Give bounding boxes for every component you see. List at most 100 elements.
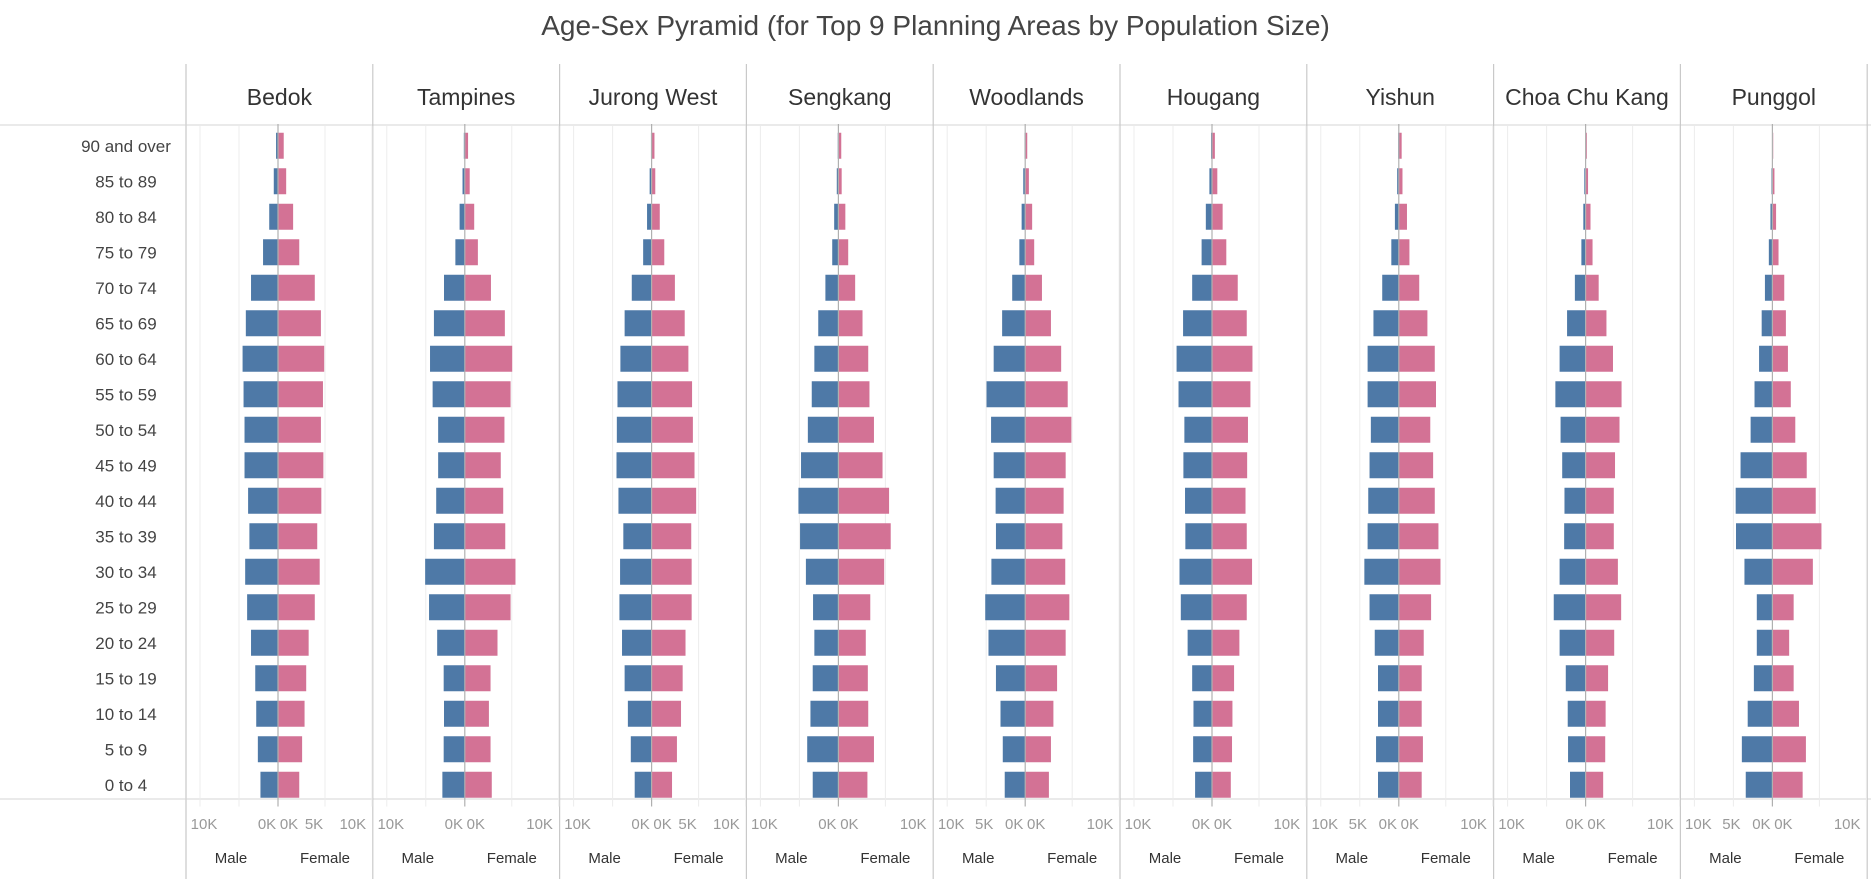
tick-label: 10K	[564, 816, 591, 833]
age-group-label: 80 to 84	[95, 208, 156, 227]
female-bar	[1772, 239, 1779, 266]
male-bar	[1756, 629, 1773, 656]
chart-title: Age-Sex Pyramid (for Top 9 Planning Area…	[541, 10, 1330, 41]
male-bar	[1012, 274, 1026, 301]
female-bar	[1772, 558, 1813, 585]
male-bar	[245, 558, 278, 585]
female-axis-title: Female	[674, 850, 724, 867]
female-bar	[1398, 168, 1403, 195]
male-bar	[1180, 594, 1212, 621]
female-axis-title: Female	[300, 850, 350, 867]
female-bar	[1585, 203, 1591, 230]
male-bar	[807, 736, 839, 763]
female-bar	[278, 629, 309, 656]
female-bar	[838, 416, 874, 443]
male-bar	[995, 487, 1026, 514]
female-bar	[838, 594, 871, 621]
male-bar	[991, 416, 1026, 443]
female-bar	[838, 168, 842, 195]
male-bar	[244, 452, 278, 479]
male-bar	[993, 452, 1026, 479]
male-bar	[1367, 345, 1399, 372]
male-bar	[462, 168, 465, 195]
male-bar	[620, 345, 652, 372]
female-bar	[838, 558, 885, 585]
male-bar	[455, 239, 465, 266]
female-bar	[1398, 345, 1435, 372]
female-bar	[278, 700, 305, 727]
tick-label: 10K	[1273, 816, 1300, 833]
male-bar	[443, 736, 465, 763]
male-bar	[1768, 239, 1773, 266]
female-bar	[1772, 345, 1788, 372]
female-bar	[1398, 594, 1432, 621]
female-bar	[1398, 239, 1410, 266]
female-bar	[464, 452, 501, 479]
female-bar	[1585, 132, 1587, 159]
age-group-label: 25 to 29	[95, 598, 156, 617]
female-bar	[278, 487, 322, 514]
male-bar	[245, 310, 278, 337]
male-bar	[995, 523, 1026, 550]
tick-label: 0K	[1752, 816, 1770, 833]
tick-label: 0K	[1379, 816, 1397, 833]
male-bar	[1565, 665, 1586, 692]
male-bar	[811, 381, 839, 408]
age-group-label: 75 to 79	[95, 243, 156, 262]
female-bar	[1585, 523, 1614, 550]
female-bar	[464, 487, 504, 514]
tick-label: 10K	[751, 816, 778, 833]
male-bar	[1754, 381, 1773, 408]
female-bar	[1772, 310, 1786, 337]
female-bar	[1025, 523, 1063, 550]
tick-label: 10K	[1460, 816, 1487, 833]
age-group-label: 60 to 64	[95, 350, 156, 369]
male-bar	[1369, 594, 1399, 621]
female-bar	[838, 523, 891, 550]
female-bar	[278, 310, 321, 337]
female-bar	[1398, 665, 1422, 692]
male-bar	[438, 452, 465, 479]
male-bar	[443, 665, 465, 692]
male-bar	[1187, 629, 1212, 656]
female-bar	[651, 771, 673, 798]
male-bar	[631, 274, 652, 301]
female-bar	[278, 274, 315, 301]
male-bar	[1568, 736, 1586, 763]
female-bar	[464, 168, 470, 195]
female-bar	[651, 239, 665, 266]
female-bar	[651, 168, 656, 195]
male-bar	[243, 381, 278, 408]
female-bar	[1772, 416, 1796, 443]
male-bar	[432, 381, 465, 408]
female-bar	[1585, 345, 1613, 372]
male-bar	[1759, 345, 1773, 372]
male-bar	[442, 771, 465, 798]
male-bar	[1378, 665, 1399, 692]
female-bar	[464, 665, 491, 692]
male-bar	[620, 558, 652, 585]
female-bar	[651, 523, 692, 550]
female-bar	[651, 452, 695, 479]
female-bar	[278, 239, 300, 266]
panel-title: Bedok	[247, 84, 313, 110]
tick-label: 0K	[467, 816, 485, 833]
male-bar	[244, 416, 278, 443]
female-bar	[464, 132, 469, 159]
male-bar	[812, 771, 839, 798]
female-bar	[1212, 452, 1248, 479]
female-bar	[464, 239, 478, 266]
female-bar	[838, 132, 842, 159]
male-bar	[1753, 665, 1773, 692]
female-bar	[1025, 594, 1070, 621]
female-bar	[1212, 629, 1240, 656]
female-bar	[1585, 700, 1606, 727]
male-bar	[995, 665, 1026, 692]
male-bar	[1192, 274, 1212, 301]
female-bar	[1398, 558, 1441, 585]
male-bar	[1741, 736, 1773, 763]
male-bar	[1367, 523, 1399, 550]
age-group-label: 30 to 34	[95, 563, 156, 582]
panel-title: Choa Chu Kang	[1505, 84, 1669, 110]
female-bar	[651, 132, 655, 159]
